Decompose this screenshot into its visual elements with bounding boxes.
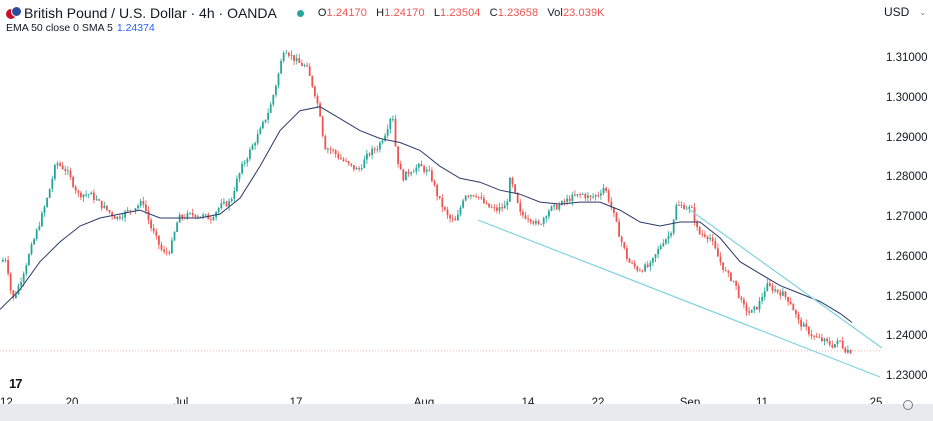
time-tick-label: 11 (756, 397, 768, 409)
high-label: H (376, 7, 385, 19)
bottom-toolbar (0, 404, 933, 421)
ohlc-values: O1.24170 H1.24170 L1.23504 C1.23658 Vol2… (318, 7, 611, 19)
upper-trendline[interactable] (689, 209, 883, 349)
price-tick-label: 1.25000 (886, 290, 928, 303)
low-value: 1.23504 (440, 7, 481, 19)
candlestick-series (2, 49, 852, 354)
price-tick-label: 1.29000 (886, 131, 928, 144)
price-tick-label: 1.30000 (886, 91, 928, 104)
close-label: C (489, 7, 498, 19)
close-value: 1.23658 (497, 7, 539, 19)
chevron-down-icon: ⌄ (919, 7, 927, 17)
ema-line (0, 106, 853, 323)
indicator-label: EMA 50 close 0 SMA 5 (6, 22, 113, 34)
market-status-dot-icon (296, 9, 304, 17)
price-tick-label: 1.28000 (886, 171, 928, 184)
symbol-legend: British Pound / U.S. Dollar · 4h · OANDA… (6, 5, 611, 21)
lower-trendline[interactable] (477, 219, 881, 378)
currency-selector[interactable]: USD ⌄ (884, 5, 926, 19)
open-value: 1.24170 (326, 7, 367, 19)
indicator-legend[interactable]: EMA 50 close 0 SMA 5 1.24374 (6, 22, 155, 34)
price-tick-label: 1.26000 (886, 250, 928, 263)
price-tick-label: 1.27000 (886, 211, 928, 223)
low-label: L (433, 7, 441, 19)
volume-value: 23.039K (562, 7, 605, 19)
open-label: O (317, 7, 327, 19)
price-tick-label: 1.31000 (886, 52, 928, 64)
price-tick-label: 1.24000 (886, 330, 928, 343)
price-tick-label: 1.23000 (886, 370, 928, 382)
indicator-value: 1.24374 (116, 22, 155, 34)
volume-label: Vol (547, 7, 563, 19)
settings-icon[interactable] (903, 400, 913, 410)
high-value: 1.24170 (384, 7, 425, 19)
symbol-title[interactable]: British Pound / U.S. Dollar · 4h · OANDA (24, 5, 277, 21)
currency-label: USD (884, 5, 910, 19)
tradingview-logo-icon[interactable]: 17 (9, 376, 23, 391)
gbp-usd-flag-icon (6, 6, 22, 20)
